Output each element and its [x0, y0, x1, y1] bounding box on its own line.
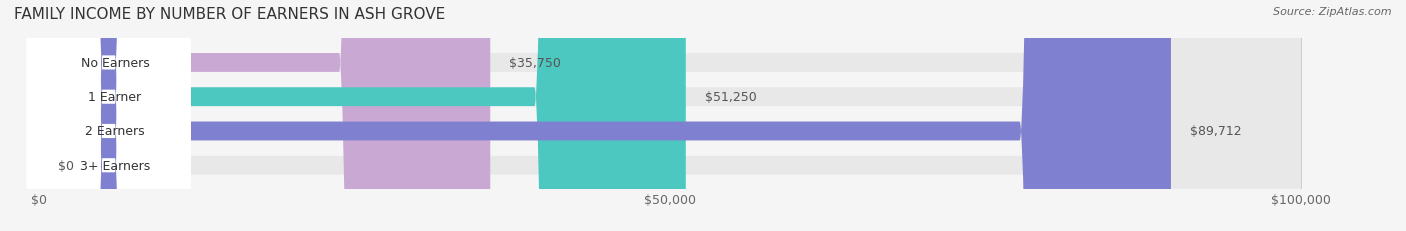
- FancyBboxPatch shape: [39, 0, 1301, 231]
- FancyBboxPatch shape: [39, 0, 686, 231]
- Text: 2 Earners: 2 Earners: [86, 125, 145, 138]
- Text: $0: $0: [58, 159, 75, 172]
- Text: 1 Earner: 1 Earner: [89, 91, 142, 104]
- Text: No Earners: No Earners: [80, 57, 149, 70]
- Text: 3+ Earners: 3+ Earners: [80, 159, 150, 172]
- FancyBboxPatch shape: [39, 0, 1171, 231]
- FancyBboxPatch shape: [39, 0, 1301, 231]
- Text: Source: ZipAtlas.com: Source: ZipAtlas.com: [1274, 7, 1392, 17]
- Text: $35,750: $35,750: [509, 57, 561, 70]
- FancyBboxPatch shape: [39, 0, 1301, 231]
- Text: $51,250: $51,250: [704, 91, 756, 104]
- Text: $89,712: $89,712: [1189, 125, 1241, 138]
- FancyBboxPatch shape: [39, 0, 1301, 231]
- FancyBboxPatch shape: [27, 0, 191, 231]
- FancyBboxPatch shape: [39, 0, 491, 231]
- FancyBboxPatch shape: [27, 0, 191, 231]
- Text: FAMILY INCOME BY NUMBER OF EARNERS IN ASH GROVE: FAMILY INCOME BY NUMBER OF EARNERS IN AS…: [14, 7, 446, 22]
- FancyBboxPatch shape: [27, 0, 191, 231]
- FancyBboxPatch shape: [27, 0, 191, 231]
